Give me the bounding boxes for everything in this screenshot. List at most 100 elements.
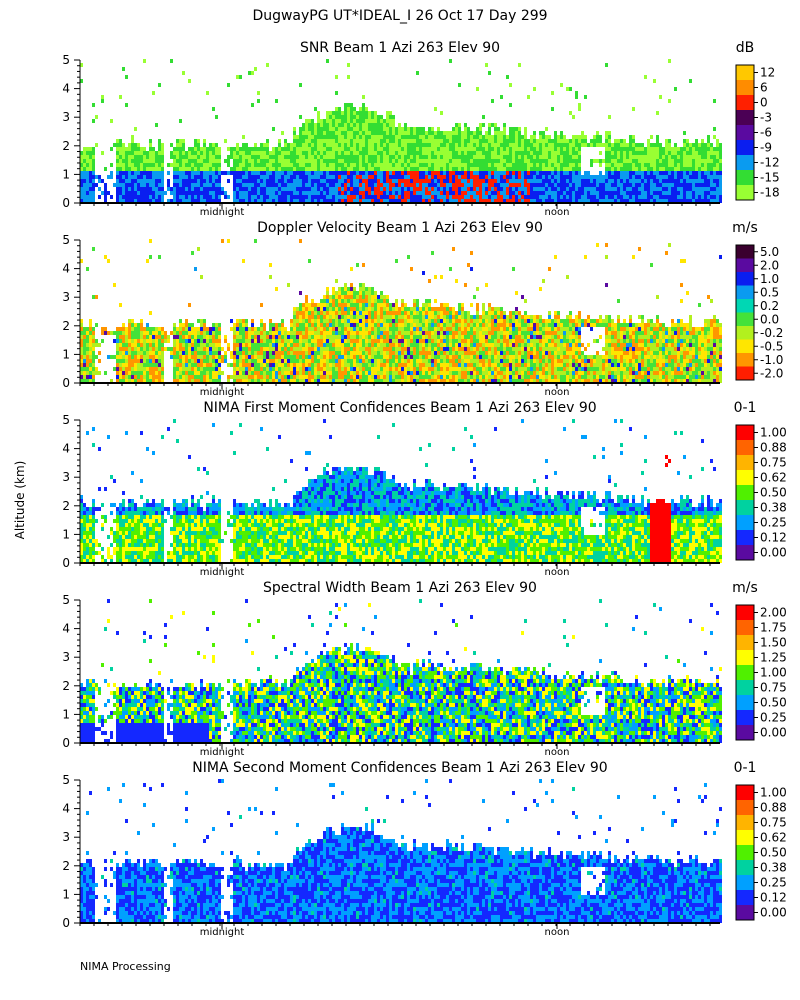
colorbar-label: 1.50 xyxy=(760,636,787,650)
colorbar-swatch xyxy=(736,890,754,906)
colorbar-unit: 0-1 xyxy=(734,400,757,416)
x-tick-label: midnight xyxy=(200,927,245,938)
y-tick-label: 3 xyxy=(62,470,70,484)
colorbar-label: 0.00 xyxy=(760,726,787,740)
colorbar-swatch xyxy=(736,258,754,273)
y-tick-label: 2 xyxy=(62,319,70,333)
colorbar: 1.000.880.750.620.500.380.250.120.00 0-1 xyxy=(734,760,787,921)
colorbar: 5.02.01.00.50.20.0-0.2-0.5-1.0-2.0 m/s xyxy=(732,220,783,381)
colorbar-label: 0.75 xyxy=(760,816,787,830)
colorbar: 2.001.751.501.251.000.750.500.250.00 m/s xyxy=(732,580,787,741)
colorbar-label: 5.0 xyxy=(760,245,779,259)
colorbar-swatch xyxy=(736,366,754,381)
colorbar-swatch xyxy=(736,470,754,486)
y-tick-label: 2 xyxy=(62,859,70,873)
colorbar-label: -6 xyxy=(760,126,772,140)
colorbar-swatch xyxy=(736,875,754,891)
y-tick-label: 3 xyxy=(62,650,70,664)
colorbar-swatch xyxy=(736,80,754,96)
colorbar-swatch xyxy=(736,815,754,831)
colorbar-label: 0.2 xyxy=(760,299,779,313)
colorbar-label: 0.12 xyxy=(760,891,787,905)
y-tick-label: 1 xyxy=(62,887,70,901)
y-tick-label: 5 xyxy=(62,233,70,247)
altitude-axis-label: Altitude (km) xyxy=(13,461,27,540)
y-tick-label: 4 xyxy=(62,82,70,96)
y-tick-label: 0 xyxy=(62,376,70,390)
y-tick-label: 2 xyxy=(62,139,70,153)
heatmap-cells xyxy=(80,779,722,923)
colorbar-swatch xyxy=(736,185,754,201)
colorbar-label: -0.2 xyxy=(760,326,783,340)
colorbar-swatch xyxy=(736,605,754,621)
colorbar-swatch xyxy=(736,440,754,456)
y-tick-label: 1 xyxy=(62,347,70,361)
colorbar-swatch xyxy=(736,312,754,327)
colorbar-unit: m/s xyxy=(732,580,758,596)
x-tick-label: noon xyxy=(545,387,570,398)
colorbar-label: 0.25 xyxy=(760,876,787,890)
panel-title: Spectral Width Beam 1 Azi 263 Elev 90 xyxy=(263,580,537,596)
colorbar-label: 6 xyxy=(760,81,768,95)
panel-3: NIMA First Moment Confidences Beam 1 Azi… xyxy=(62,400,786,578)
colorbar-label: 1.75 xyxy=(760,621,787,635)
y-tick-label: 5 xyxy=(62,53,70,67)
colorbar-label: 0.00 xyxy=(760,546,787,560)
colorbar-label: 0.50 xyxy=(760,846,787,860)
colorbar-swatch xyxy=(736,665,754,681)
panel-title: SNR Beam 1 Azi 263 Elev 90 xyxy=(300,40,500,56)
colorbar-swatch xyxy=(736,140,754,156)
colorbar-label: 1.0 xyxy=(760,272,779,286)
colorbar-swatch xyxy=(736,170,754,186)
colorbar-label: -3 xyxy=(760,111,772,125)
colorbar-label: 0.50 xyxy=(760,486,787,500)
colorbar-swatch xyxy=(736,785,754,801)
y-tick-label: 4 xyxy=(62,622,70,636)
panel-4: Spectral Width Beam 1 Azi 263 Elev 90 0 1 2… xyxy=(62,580,786,758)
y-tick-label: 2 xyxy=(62,499,70,513)
colorbar-label: 0.62 xyxy=(760,471,787,485)
colorbar-swatch xyxy=(736,285,754,300)
colorbar-swatch xyxy=(736,695,754,711)
colorbar-swatch xyxy=(736,110,754,126)
heatmap-cells xyxy=(80,599,722,743)
colorbar-swatch xyxy=(736,339,754,354)
y-tick-label: 4 xyxy=(62,262,70,276)
colorbar-swatch xyxy=(736,155,754,171)
y-tick-label: 5 xyxy=(62,773,70,787)
heatmap-cells xyxy=(80,59,722,203)
colorbar-label: 0.88 xyxy=(760,801,787,815)
x-tick-label: midnight xyxy=(200,567,245,578)
colorbar-swatch xyxy=(736,353,754,367)
colorbar-swatch xyxy=(736,500,754,516)
colorbar-swatch xyxy=(736,125,754,141)
colorbar-swatch xyxy=(736,635,754,651)
y-tick-label: 4 xyxy=(62,442,70,456)
colorbar-label: 0.25 xyxy=(760,711,787,725)
colorbar-unit: 0-1 xyxy=(734,760,757,776)
colorbar-swatch xyxy=(736,485,754,501)
panel-5: NIMA Second Moment Confidences Beam 1 Az… xyxy=(62,760,786,938)
colorbar-label: -12 xyxy=(760,156,780,170)
y-tick-label: 2 xyxy=(62,679,70,693)
colorbar-label: 0.75 xyxy=(760,456,787,470)
y-tick-label: 0 xyxy=(62,196,70,210)
colorbar-label: 12 xyxy=(760,66,775,80)
colorbar-label: 0.00 xyxy=(760,906,787,920)
colorbar-label: -18 xyxy=(760,186,780,200)
colorbar-label: 0.0 xyxy=(760,312,779,326)
x-tick-label: noon xyxy=(545,207,570,218)
panel-title: Doppler Velocity Beam 1 Azi 263 Elev 90 xyxy=(257,220,543,236)
colorbar-label: 2.0 xyxy=(760,258,779,272)
y-tick-label: 1 xyxy=(62,707,70,721)
panel-title: NIMA Second Moment Confidences Beam 1 Az… xyxy=(192,760,607,776)
colorbar: 1.000.880.750.620.500.380.250.120.00 0-1 xyxy=(734,400,787,561)
colorbar-swatch xyxy=(736,905,754,921)
colorbar-label: 0.75 xyxy=(760,681,787,695)
colorbar-label: -1.0 xyxy=(760,353,783,367)
colorbar-label: 0.5 xyxy=(760,285,779,299)
colorbar-swatch xyxy=(736,515,754,531)
colorbar-frame xyxy=(735,244,755,381)
x-tick-label: noon xyxy=(545,567,570,578)
figure-title: DugwayPG UT*IDEAL_I 26 Oct 17 Day 299 xyxy=(252,8,547,24)
